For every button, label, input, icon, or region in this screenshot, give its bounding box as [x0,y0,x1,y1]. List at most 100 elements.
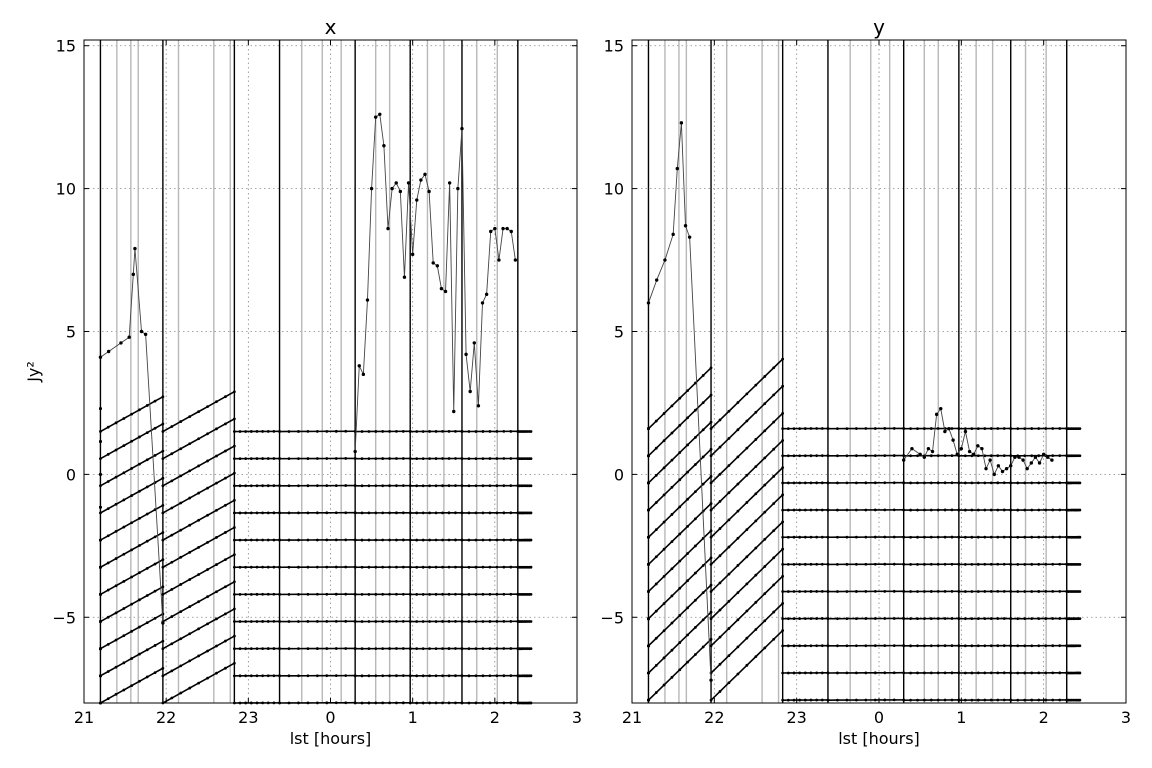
track-point [647,562,650,566]
track-point [929,671,933,675]
track-point [106,452,110,456]
track-point [249,484,253,488]
track-point [179,447,183,451]
track-point [798,481,802,485]
track-point [353,457,357,461]
series-point [1004,466,1009,471]
track-point [922,481,926,485]
track-point [381,457,385,460]
track-point [1044,590,1048,593]
track-point [428,592,432,596]
track-point [845,698,849,702]
track-point [820,454,824,458]
track-point [421,511,425,515]
track-point [130,439,134,443]
track-point [261,620,265,623]
track-point [781,508,785,512]
track-point [306,538,310,542]
track-point [873,698,877,702]
track-point [1009,671,1013,675]
track-point [161,585,165,589]
track-point [809,427,813,430]
track-point [428,430,432,433]
track-point [224,476,227,480]
track-point [845,454,849,458]
track-point [381,592,385,596]
track-point [902,644,906,648]
track-point [161,422,165,426]
track-point [772,447,776,451]
track-point [529,620,533,623]
track-point [873,508,877,512]
track-point [306,592,310,596]
track-point [434,538,438,542]
track-point [1002,562,1006,566]
track-point [989,427,993,430]
track-point [989,617,993,620]
series-point [476,404,481,408]
track-point [161,538,165,542]
track-point [278,511,281,515]
track-point [297,538,300,542]
track-point [686,524,689,528]
track-point [145,566,149,570]
track-point [325,511,329,515]
track-point [873,644,877,648]
track-point [408,565,412,569]
track-point [803,454,807,458]
track-point [916,644,919,648]
track-point [1051,427,1055,430]
track-point [261,457,265,460]
track-point [1051,535,1055,539]
track-point [727,599,731,603]
series-point [427,189,431,194]
track-point [803,481,807,485]
track-point [315,457,319,460]
track-point [153,616,157,620]
x-tick-label: 2 [1039,708,1049,727]
track-point [943,617,947,620]
track-point [232,498,236,502]
track-point [367,565,371,569]
track-point [197,545,201,549]
track-point [114,530,118,533]
track-point [99,472,102,476]
track-point [864,535,868,539]
track-point [970,671,974,675]
track-point [266,484,270,488]
track-point [803,644,807,648]
track-point [909,671,912,675]
series-point [1037,461,1042,465]
track-point [145,594,149,597]
track-point [145,458,149,462]
track-point [122,444,126,448]
track-point [474,538,478,542]
track-point [161,503,165,507]
track-point [1044,427,1048,430]
track-point [754,519,758,523]
track-point [170,615,174,618]
track-point [736,455,740,459]
track-point [529,647,533,651]
track-point [718,472,722,476]
track-point [854,671,858,675]
track-point [170,642,174,646]
track-point [170,533,174,537]
track-point [161,666,165,670]
track-point [188,523,192,527]
y-tick-label: 5 [66,322,76,341]
track-point [820,590,824,593]
track-point [179,583,183,586]
track-point [106,507,110,511]
track-point [278,565,281,569]
track-point [395,647,398,650]
track-point [950,617,954,620]
track-point [836,427,839,431]
track-point [334,511,338,515]
track-point [654,636,658,640]
track-point [197,681,201,685]
track-point [197,600,201,604]
track-point [709,393,713,397]
track-point [529,511,533,515]
track-point [353,674,357,678]
